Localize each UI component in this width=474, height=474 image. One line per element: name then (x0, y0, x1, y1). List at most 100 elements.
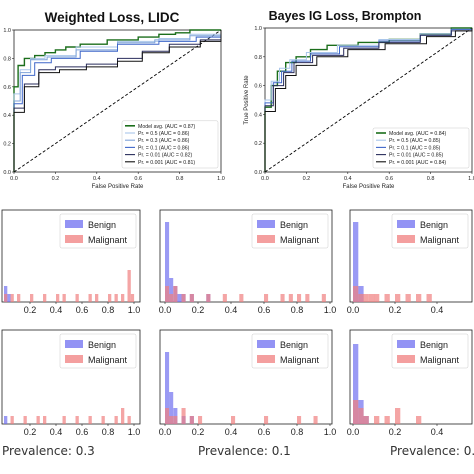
hist-5-bar-malignant (181, 408, 186, 424)
hist-2-legend-swatch (257, 235, 275, 243)
hist-3-bar-malignant (353, 286, 359, 302)
hist-6-bar-malignant (363, 416, 369, 424)
hist-4-legend-swatch (65, 355, 83, 363)
hist-6-bar-malignant (353, 400, 359, 424)
hist-5-bar-malignant (169, 416, 174, 424)
hist-6-legend-label: Malignant (420, 355, 460, 365)
hist-1-xtick-label: 0.2 (24, 305, 37, 315)
hist-2-legend-label: Benign (280, 220, 308, 230)
hist-1-bar-malignant (62, 294, 66, 302)
hist-6-legend-label: Benign (420, 340, 448, 350)
hist-1-bar-malignant (17, 294, 21, 302)
roc-lidc-ytick-label: 0.6 (3, 85, 11, 91)
hist-2-bar-malignant (305, 294, 310, 302)
roc-lidc-ytick-label: 1.0 (3, 28, 11, 34)
hist-4-xtick-label: 0.6 (76, 427, 89, 437)
hist-3-bar-malignant (416, 294, 422, 302)
hist-4-frame (1, 329, 141, 425)
hist-1-bar-benign (7, 294, 11, 302)
roc-lidc-ytick-label: 0.0 (3, 170, 11, 176)
hist-5-bar-malignant (165, 408, 170, 424)
hist-2-bar-malignant (321, 294, 326, 302)
hist-2-bar-malignant (169, 294, 174, 302)
roc-brompton-ytick-label: 0.0 (254, 170, 262, 176)
hist-1-frame (1, 209, 141, 303)
roc-lidc-chance-line (13, 29, 222, 173)
hist-4-bar-malignant (62, 416, 66, 424)
roc-lidc-ytick-label: 0.2 (3, 142, 11, 148)
hist-3-legend-label: Malignant (420, 235, 460, 245)
roc-brompton-legend-label: Pr. = 0.001 (AUC = 0.84) (389, 160, 446, 166)
hist-3-bar-malignant (363, 294, 369, 302)
hist-4-bar-malignant (88, 416, 92, 424)
hist-5-legend-swatch (257, 355, 275, 363)
hist-1-legend-label: Malignant (88, 235, 128, 245)
hist-5-xtick-label: 0.2 (192, 427, 205, 437)
hist-4-bar-malignant (23, 416, 27, 424)
roc-lidc-series-4 (13, 30, 222, 172)
roc-brompton-legend-label: Pr. = 0.1 (AUC = 0.85) (389, 145, 441, 151)
roc-brompton-ytick-label: 0.8 (254, 55, 262, 61)
hist-6-legend-swatch (397, 340, 415, 348)
hist-1-xtick-label: 1.0 (128, 305, 141, 315)
hist-6-legend-swatch (397, 355, 415, 363)
roc-lidc-series-3 (13, 30, 222, 172)
hist-5-bar-malignant (198, 416, 203, 424)
hist-2-xtick-label: 0.8 (291, 305, 304, 315)
hist-5-legend-label: Malignant (280, 355, 320, 365)
roc-brompton-ytick-label: 0.4 (254, 112, 262, 118)
hist-5-xtick-label: 0.0 (159, 427, 172, 437)
roc-brompton-legend (372, 127, 470, 169)
hist-2-frame (159, 209, 333, 303)
roc-brompton-title: Bayes IG Loss, Brompton (269, 9, 422, 23)
hist-2-bar-malignant (222, 294, 227, 302)
roc-brompton-series-1 (264, 28, 473, 172)
hist-1-bar-malignant (108, 294, 112, 302)
hist-5-bar-benign (165, 352, 170, 424)
hist-5-bar-malignant (297, 416, 302, 424)
hist-3-xtick-label: 0.0 (347, 305, 360, 315)
hist-6-bar-malignant (416, 416, 422, 424)
roc-lidc-xtick-label: 0.6 (134, 176, 142, 182)
roc-brompton-xtick-label: 0.8 (427, 176, 435, 182)
hist-2-bar-malignant (297, 294, 302, 302)
hist-3-bar-malignant (374, 294, 380, 302)
hist-5-bar-malignant (313, 416, 318, 424)
caption-prevalence-0-1: Prevalence: 0.1 (198, 444, 291, 458)
hist-5-xtick-label: 0.6 (258, 427, 271, 437)
hist-2-bar-malignant (288, 294, 293, 302)
hist-2-xtick-label: 0.0 (159, 305, 172, 315)
hist-2-legend-label: Malignant (280, 235, 320, 245)
hist-4-legend-label: Benign (88, 340, 116, 350)
hist-6-bar-malignant (358, 408, 364, 424)
hist-2-bar-malignant (206, 294, 211, 302)
roc-lidc-legend-label: Pr. = 0.3 (AUC = 0.86) (138, 138, 190, 144)
hist-5-xtick-label: 0.8 (291, 427, 304, 437)
hist-2-bar-benign (177, 294, 182, 302)
roc-brompton-xtick-label: 0.0 (261, 176, 269, 182)
hist-2-bar-malignant (264, 294, 269, 302)
hist-4-xtick-label: 0.4 (50, 427, 63, 437)
hist-3-bar-benign (353, 222, 359, 302)
hist-4-bar-malignant (36, 416, 40, 424)
hist-2-bar-malignant (173, 286, 178, 302)
hist-1-bar-malignant (4, 294, 8, 302)
roc-lidc-xtick-label: 1.0 (217, 176, 225, 182)
hist-3-bar-malignant (384, 294, 390, 302)
hist-5-bar-benign (169, 392, 174, 424)
hist-4-bar-malignant (127, 416, 131, 424)
hist-3-bar-malignant (395, 294, 401, 302)
hist-6-bar-benign (353, 344, 359, 424)
hist-4-bar-malignant (121, 408, 125, 424)
hist-6-bar-malignant (395, 408, 401, 424)
roc-brompton-ytick-label: 1.0 (254, 26, 262, 32)
hist-1-bar-malignant (75, 294, 79, 302)
roc-brompton-xtick-label: 0.4 (344, 176, 352, 182)
hist-2-xtick-label: 0.4 (225, 305, 238, 315)
roc-lidc-legend (121, 120, 219, 169)
roc-lidc-legend-label: Model avg. (AUC = 0.87) (138, 124, 196, 130)
hist-5-xtick-label: 0.4 (225, 427, 238, 437)
hist-4-bar-malignant (75, 416, 79, 424)
hist-1-xtick-label: 0.4 (50, 305, 63, 315)
